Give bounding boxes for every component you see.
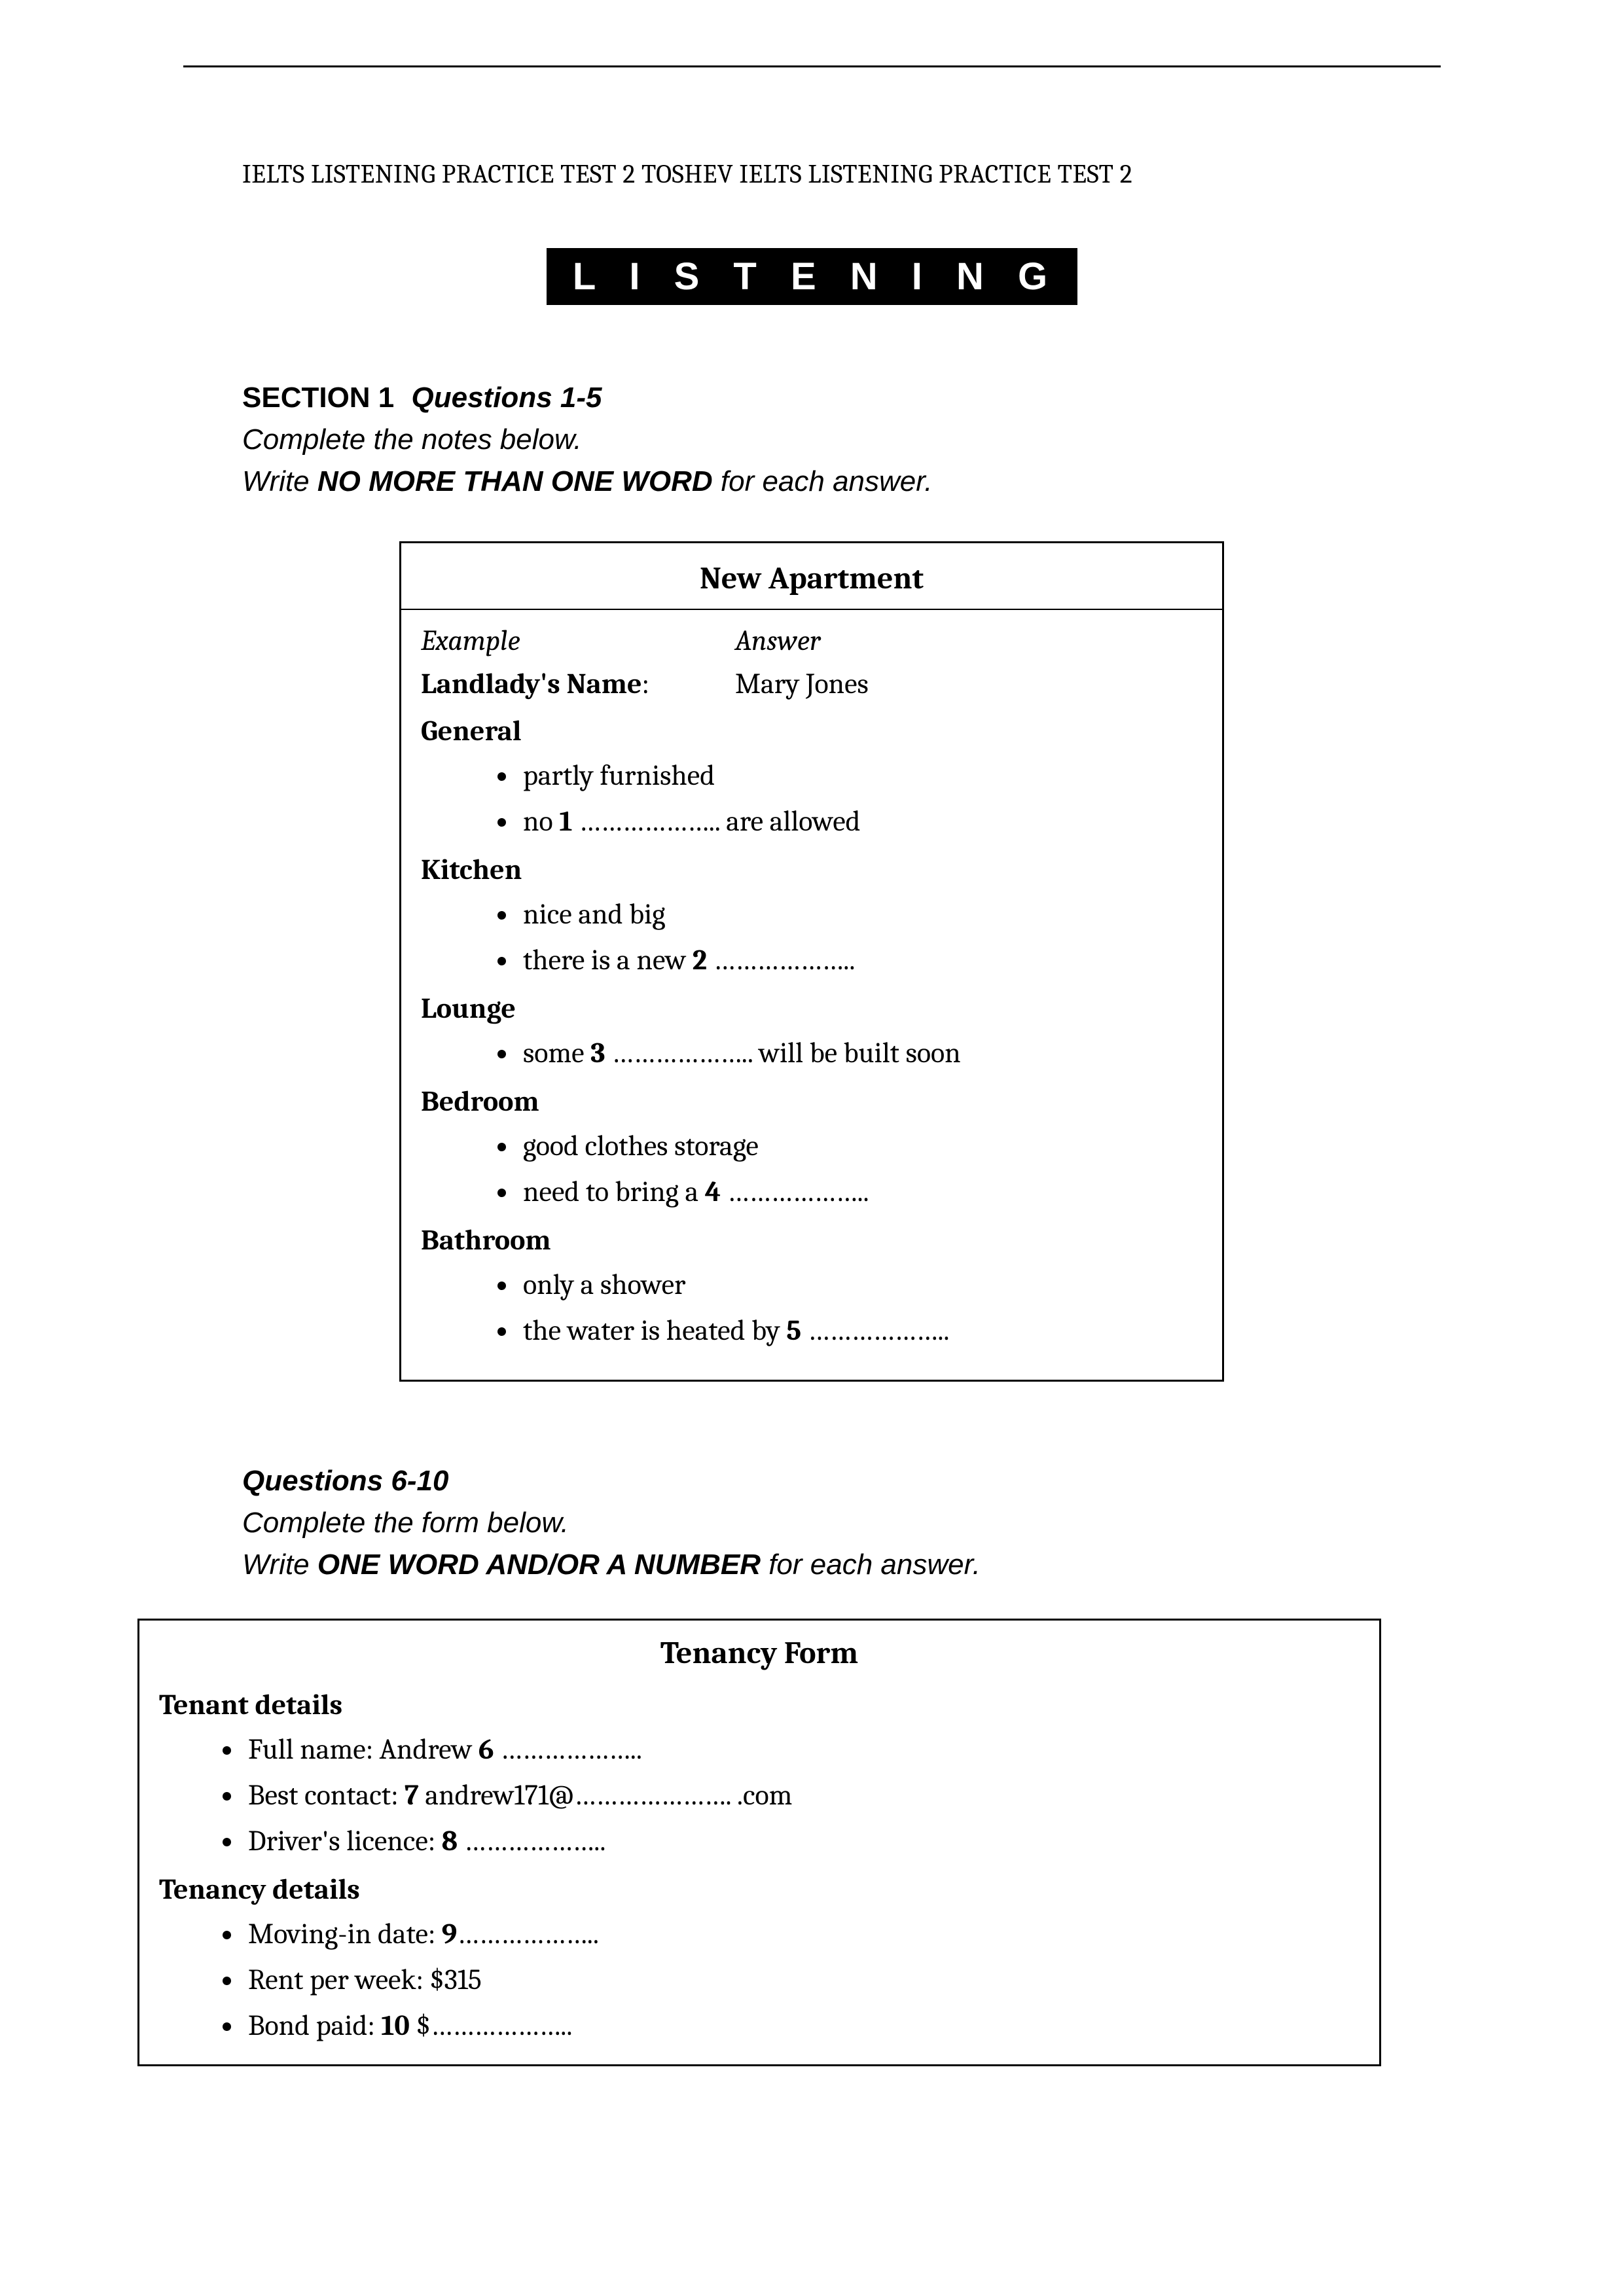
section-1b-heading: Questions 6-10 Complete the form below. …: [242, 1460, 1382, 1585]
text: Full name: Andrew: [248, 1732, 478, 1766]
list-item: nice and big: [519, 891, 1202, 937]
text: Bond paid:: [248, 2009, 381, 2042]
question-range: Questions 6-10: [242, 1460, 1382, 1502]
question-range: Questions 1-5: [412, 382, 602, 414]
lounge-list: some 3 ……………….. will be built soon: [499, 1030, 1202, 1076]
text: some: [523, 1036, 590, 1069]
list-item: good clothes storage: [519, 1123, 1202, 1169]
list-item: some 3 ……………….. will be built soon: [519, 1030, 1202, 1076]
landlady-row: Landlady's Name: Mary Jones: [421, 662, 1202, 706]
tenant-details-list: Full name: Andrew 6 ……………….. Best contac…: [225, 1727, 1360, 1864]
blank: ………………..: [494, 1732, 642, 1766]
instr-prefix: Write: [242, 1549, 317, 1581]
text: Moving-in date:: [248, 1917, 442, 1950]
top-rule: [183, 65, 1441, 67]
box1-title: New Apartment: [421, 555, 1202, 602]
question-number: 6: [478, 1732, 494, 1766]
question-number: 4: [705, 1175, 721, 1208]
list-item: partly furnished: [519, 753, 1202, 798]
instr-suffix: for each answer.: [713, 465, 933, 497]
text: will be built soon: [759, 1036, 960, 1069]
general-list: partly furnished no 1 ……………….. are allow…: [499, 753, 1202, 844]
bathroom-list: only a shower the water is heated by 5 ……: [499, 1262, 1202, 1354]
blank: ………………..: [801, 1314, 949, 1347]
kitchen-head: Kitchen: [421, 848, 1202, 891]
instruction-line-1: Complete the notes below.: [242, 419, 1382, 461]
box1-separator: [401, 609, 1222, 610]
example-label: Example: [421, 619, 735, 662]
instruction-line-2: Write NO MORE THAN ONE WORD for each ans…: [242, 461, 1382, 503]
blank: ………………..: [457, 1917, 599, 1950]
list-item: Best contact: 7 andrew171@…………………. .com: [244, 1772, 1360, 1818]
instr-emph: ONE WORD AND/OR A NUMBER: [317, 1549, 761, 1581]
blank: ………………..: [458, 1824, 605, 1857]
tenancy-details-list: Moving-in date: 9……………….. Rent per week:…: [225, 1911, 1360, 2049]
instruction-line-1: Complete the form below.: [242, 1502, 1382, 1544]
list-item: Bond paid: 10 $………………..: [244, 2003, 1360, 2049]
text: Driver's licence:: [248, 1824, 442, 1857]
instr-prefix: Write: [242, 465, 317, 497]
listening-banner: L I S T E N I N G: [547, 248, 1077, 305]
instr-suffix: for each answer.: [761, 1549, 981, 1581]
blank: ………………..: [707, 943, 855, 977]
kitchen-list: nice and big there is a new 2 ………………..: [499, 891, 1202, 983]
question-number: 1: [559, 804, 572, 838]
text: there is a new: [523, 943, 693, 977]
blank: $………………..: [410, 2009, 573, 2042]
lounge-head: Lounge: [421, 987, 1202, 1030]
question-number: 8: [442, 1824, 458, 1857]
list-item: Driver's licence: 8 ………………..: [244, 1818, 1360, 1864]
bedroom-head: Bedroom: [421, 1080, 1202, 1123]
blank: ………………..: [605, 1036, 759, 1069]
tenancy-form-box: Tenancy Form Tenant details Full name: A…: [137, 1619, 1381, 2066]
question-number: 10: [381, 2009, 410, 2042]
text: are allowed: [726, 804, 860, 838]
landlady-label: Landlady's Name:: [421, 662, 735, 706]
example-row: Example Answer: [421, 619, 1202, 662]
new-apartment-box: New Apartment Example Answer Landlady's …: [399, 541, 1224, 1382]
list-item: need to bring a 4 ………………..: [519, 1169, 1202, 1215]
list-item: no 1 ……………….. are allowed: [519, 798, 1202, 844]
text: Best contact:: [248, 1778, 405, 1812]
box2-title: Tenancy Form: [159, 1630, 1360, 1677]
blank: ………………..: [573, 804, 727, 838]
question-number: 5: [786, 1314, 801, 1347]
instruction-line-2: Write ONE WORD AND/OR A NUMBER for each …: [242, 1544, 1382, 1586]
question-number: 2: [693, 943, 707, 977]
text: need to bring a: [523, 1175, 705, 1208]
list-item: Rent per week: $315: [244, 1957, 1360, 2003]
answer-label: Answer: [735, 619, 1202, 662]
text: andrew171@…………………. .com: [419, 1778, 793, 1812]
text: the water is heated by: [523, 1314, 786, 1347]
question-number: 7: [405, 1778, 419, 1812]
list-item: only a shower: [519, 1262, 1202, 1308]
list-item: the water is heated by 5 ………………..: [519, 1308, 1202, 1354]
instr-emph: NO MORE THAN ONE WORD: [317, 465, 713, 497]
list-item: there is a new 2 ………………..: [519, 937, 1202, 983]
question-number: 9: [442, 1917, 458, 1950]
page-header: IELTS LISTENING PRACTICE TEST 2 TOSHEV I…: [242, 159, 1382, 189]
section-label: SECTION 1: [242, 382, 394, 414]
blank: ………………..: [721, 1175, 869, 1208]
question-number: 3: [590, 1036, 605, 1069]
list-item: Moving-in date: 9………………..: [244, 1911, 1360, 1957]
general-head: General: [421, 709, 1202, 753]
bedroom-list: good clothes storage need to bring a 4 ……: [499, 1123, 1202, 1215]
section-1-heading: SECTION 1 Questions 1-5 Complete the not…: [242, 377, 1382, 502]
bathroom-head: Bathroom: [421, 1219, 1202, 1262]
text: no: [523, 804, 559, 838]
landlady-value: Mary Jones: [735, 662, 1202, 706]
landlady-label-text: Landlady's Name: [421, 667, 642, 700]
list-item: Full name: Andrew 6 ………………..: [244, 1727, 1360, 1772]
tenancy-details-head: Tenancy details: [159, 1868, 1360, 1911]
tenant-details-head: Tenant details: [159, 1683, 1360, 1727]
